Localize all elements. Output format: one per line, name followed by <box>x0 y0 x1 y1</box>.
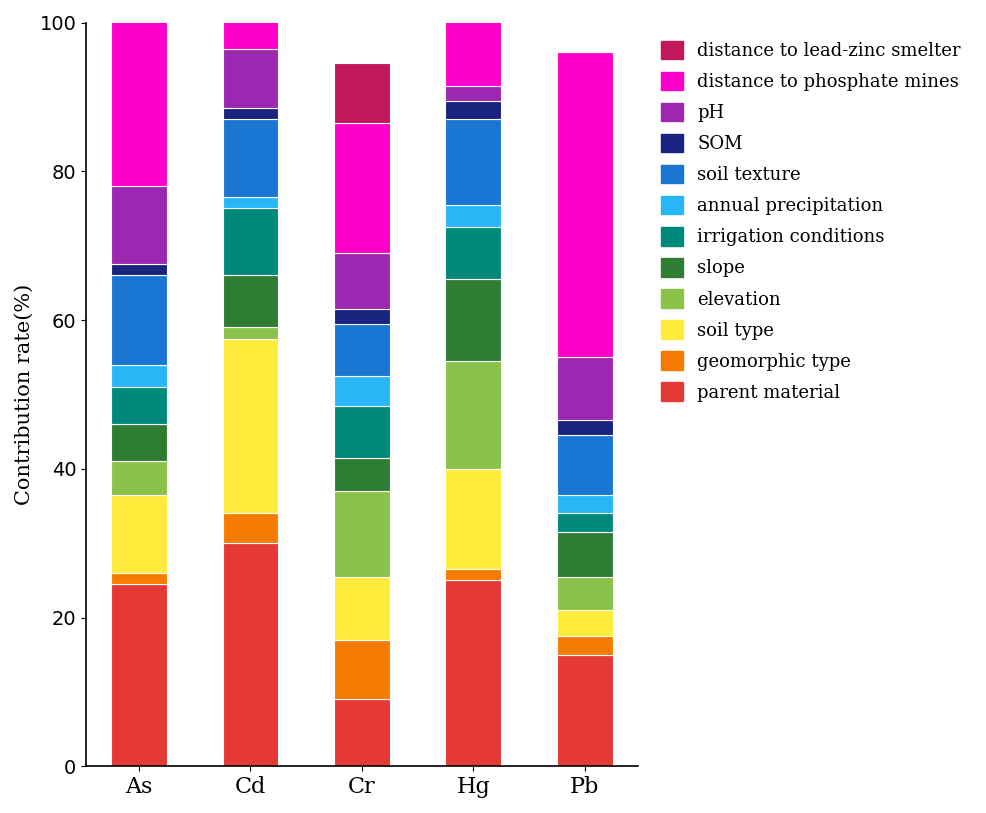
Bar <box>556 532 612 576</box>
Bar <box>556 654 612 767</box>
Bar <box>223 328 278 338</box>
Bar <box>333 63 389 123</box>
Bar <box>111 7 167 19</box>
Bar <box>111 365 167 387</box>
Bar <box>333 253 389 309</box>
Bar <box>445 569 501 580</box>
Bar <box>223 0 278 7</box>
Bar <box>223 208 278 276</box>
Bar <box>556 357 612 420</box>
Bar <box>445 205 501 227</box>
Bar <box>445 0 501 11</box>
Bar <box>333 640 389 699</box>
Bar <box>223 7 278 49</box>
Bar <box>333 376 389 406</box>
Bar <box>223 198 278 208</box>
Bar <box>111 276 167 365</box>
Bar <box>445 580 501 767</box>
Bar <box>556 52 612 357</box>
Bar <box>445 120 501 205</box>
Bar <box>111 19 167 186</box>
Bar <box>111 461 167 495</box>
Bar <box>333 123 389 253</box>
Y-axis label: Contribution rate(%): Contribution rate(%) <box>15 284 34 505</box>
Bar <box>445 469 501 569</box>
Bar <box>223 543 278 767</box>
Bar <box>223 513 278 543</box>
Bar <box>445 227 501 279</box>
Bar <box>333 324 389 376</box>
Bar <box>333 309 389 324</box>
Bar <box>111 424 167 461</box>
Bar <box>111 387 167 424</box>
Bar <box>223 49 278 108</box>
Bar <box>111 495 167 573</box>
Bar <box>223 276 278 328</box>
Bar <box>445 279 501 361</box>
Bar <box>333 458 389 491</box>
Bar <box>445 11 501 85</box>
Bar <box>111 584 167 767</box>
Bar <box>223 120 278 198</box>
Bar <box>333 699 389 767</box>
Bar <box>111 264 167 276</box>
Bar <box>556 420 612 435</box>
Bar <box>445 361 501 469</box>
Bar <box>333 406 389 458</box>
Bar <box>333 576 389 640</box>
Bar <box>111 186 167 264</box>
Bar <box>223 338 278 513</box>
Bar <box>556 513 612 532</box>
Bar <box>556 610 612 636</box>
Bar <box>445 85 501 101</box>
Bar <box>556 636 612 654</box>
Bar <box>556 576 612 610</box>
Bar <box>111 573 167 584</box>
Bar <box>333 491 389 576</box>
Bar <box>445 101 501 120</box>
Bar <box>223 108 278 120</box>
Bar <box>556 495 612 513</box>
Legend: distance to lead-zinc smelter, distance to phosphate mines, pH, SOM, soil textur: distance to lead-zinc smelter, distance … <box>652 32 969 411</box>
Bar <box>556 435 612 495</box>
